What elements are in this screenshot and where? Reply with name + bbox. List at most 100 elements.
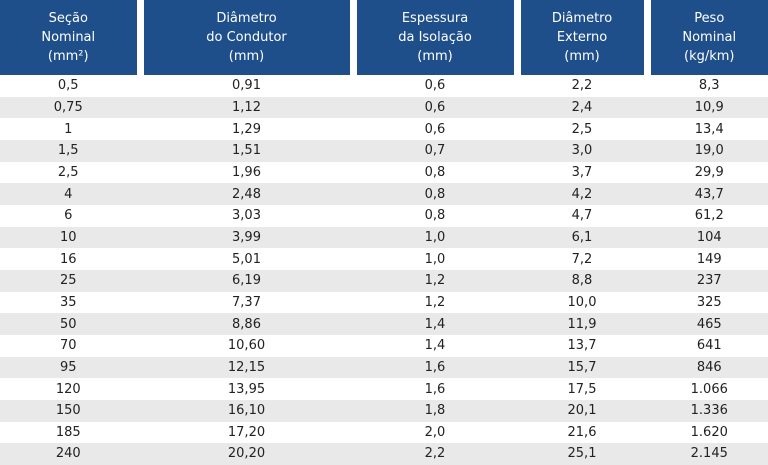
table-cell: 1,4	[424, 338, 446, 354]
table-cell: 10	[0, 226, 140, 249]
header-line: (mm)	[228, 49, 265, 64]
table-row: 35 7,37 1,2 10,0 325	[0, 292, 768, 314]
table-cell: 0,8	[424, 208, 446, 224]
table-cell: 641	[696, 338, 722, 354]
header-line: Peso	[694, 11, 725, 26]
table-cell: 10,9	[647, 96, 768, 119]
table-cell: 3,7	[571, 164, 593, 180]
table-row: 150 16,10 1,8 20,1 1.336	[0, 399, 768, 422]
table-cell: 17,5	[567, 381, 597, 397]
table-cell: 1,2	[424, 294, 446, 310]
table-cell: 5,01	[232, 251, 261, 267]
table-cell: 1,6	[353, 356, 517, 379]
table-cell: 846	[647, 356, 768, 379]
table-cell: 0,75	[0, 96, 140, 119]
table-cell: 6,1	[517, 226, 647, 249]
table-cell: 20,20	[140, 443, 353, 465]
table-cell: 2,2	[353, 443, 517, 465]
table-cell: 2,5	[57, 164, 79, 180]
table-cell: 2,5	[571, 121, 593, 137]
table-row: 50 8,86 1,4 11,9 465	[0, 313, 768, 335]
table-cell: 0,7	[353, 139, 517, 162]
table-cell: 20,1	[517, 399, 647, 422]
table-cell: 2,48	[140, 183, 353, 205]
column-header: Peso Nominal (kg/km)	[647, 0, 768, 75]
table-cell: 1,29	[232, 121, 261, 137]
table-cell: 10,60	[227, 338, 266, 354]
table-cell: 0,6	[424, 78, 446, 94]
table-cell: 1,6	[424, 381, 446, 397]
table-cell: 21,6	[567, 424, 597, 440]
header-line: Diâmetro	[551, 11, 613, 26]
table-cell: 1.620	[690, 424, 728, 440]
table-cell: 11,9	[517, 313, 647, 335]
table-cell: 1	[64, 121, 73, 137]
table-cell: 6,19	[140, 269, 353, 292]
table-cell: 16,10	[140, 399, 353, 422]
column-header: Diâmetro Externo (mm)	[517, 0, 651, 75]
header-line: (kg/km)	[684, 49, 735, 64]
header-line: (mm)	[417, 49, 453, 64]
header-row: Seção Nominal (mm²) Diâmetro do Condutor (mm)…	[0, 0, 768, 75]
table-cell: 4	[0, 183, 140, 205]
header-line: Seção	[48, 11, 88, 26]
table-cell: 0,5	[57, 78, 79, 94]
table-cell: 240	[0, 443, 140, 465]
table-cell: 120	[55, 381, 81, 397]
column-header: Diâmetro do Condutor (mm)	[140, 0, 357, 75]
table-cell: 3,0	[517, 139, 647, 162]
table-cell: 29,9	[694, 164, 724, 180]
header-line: Espessura	[401, 11, 469, 26]
table-cell: 17,20	[227, 424, 266, 440]
table-cell: 13,7	[567, 338, 597, 354]
table-body: 0,5 0,91 0,6 2,2 8,3 0,75 1,12 0,6 2,4 10,9 1 1,29 0…	[0, 75, 768, 465]
table-cell: 1,8	[353, 399, 517, 422]
table-cell: 6	[64, 208, 73, 224]
table-cell: 2.145	[647, 443, 768, 465]
table-cell: 15,7	[517, 356, 647, 379]
table-cell: 0,8	[424, 164, 446, 180]
table-row: 6 3,03 0,8 4,7 61,2	[0, 205, 768, 227]
table-cell: 50	[0, 313, 140, 335]
header-line: (mm²)	[47, 49, 89, 64]
table-cell: 0,6	[353, 96, 517, 119]
table-cell: 1,0	[424, 251, 446, 267]
table-cell: 1,0	[353, 226, 517, 249]
table-cell: 7,2	[571, 251, 593, 267]
header-line: Nominal	[41, 30, 96, 45]
table-cell: 7,37	[232, 294, 261, 310]
table-row: 240 20,20 2,2 25,1 2.145	[0, 443, 768, 465]
table-row: 70 10,60 1,4 13,7 641	[0, 335, 768, 357]
table-cell: 149	[696, 251, 722, 267]
table-row: 95 12,15 1,6 15,7 846	[0, 356, 768, 379]
header-line: do Condutor	[206, 30, 287, 45]
table-cell: 10,0	[567, 294, 597, 310]
header-line: Externo	[556, 30, 608, 45]
table-cell: 1,96	[232, 164, 261, 180]
table-cell: 1,5	[0, 139, 140, 162]
table-row: 1 1,29 0,6 2,5 13,4	[0, 118, 768, 140]
table-cell: 25,1	[517, 443, 647, 465]
table-row: 1,5 1,51 0,7 3,0 19,0	[0, 139, 768, 162]
table-cell: 1.066	[690, 381, 728, 397]
table-cell: 150	[0, 399, 140, 422]
table-cell: 70	[59, 338, 77, 354]
table-row: 0,5 0,91 0,6 2,2 8,3	[0, 75, 768, 97]
table-cell: 8,3	[698, 78, 720, 94]
table-cell: 1,51	[140, 139, 353, 162]
table-cell: 237	[647, 269, 768, 292]
table-cell: 465	[647, 313, 768, 335]
header-line: Diâmetro	[216, 11, 277, 26]
table-cell: 3,99	[140, 226, 353, 249]
table-cell: 1,2	[353, 269, 517, 292]
table-cell: 8,8	[517, 269, 647, 292]
table-cell: 12,15	[140, 356, 353, 379]
table-cell: 19,0	[647, 139, 768, 162]
table-cell: 1.336	[647, 399, 768, 422]
table-cell: 61,2	[694, 208, 724, 224]
table-cell: 35	[59, 294, 77, 310]
table-cell: 325	[696, 294, 722, 310]
table-cell: 25	[0, 269, 140, 292]
table-cell: 2,2	[571, 78, 593, 94]
